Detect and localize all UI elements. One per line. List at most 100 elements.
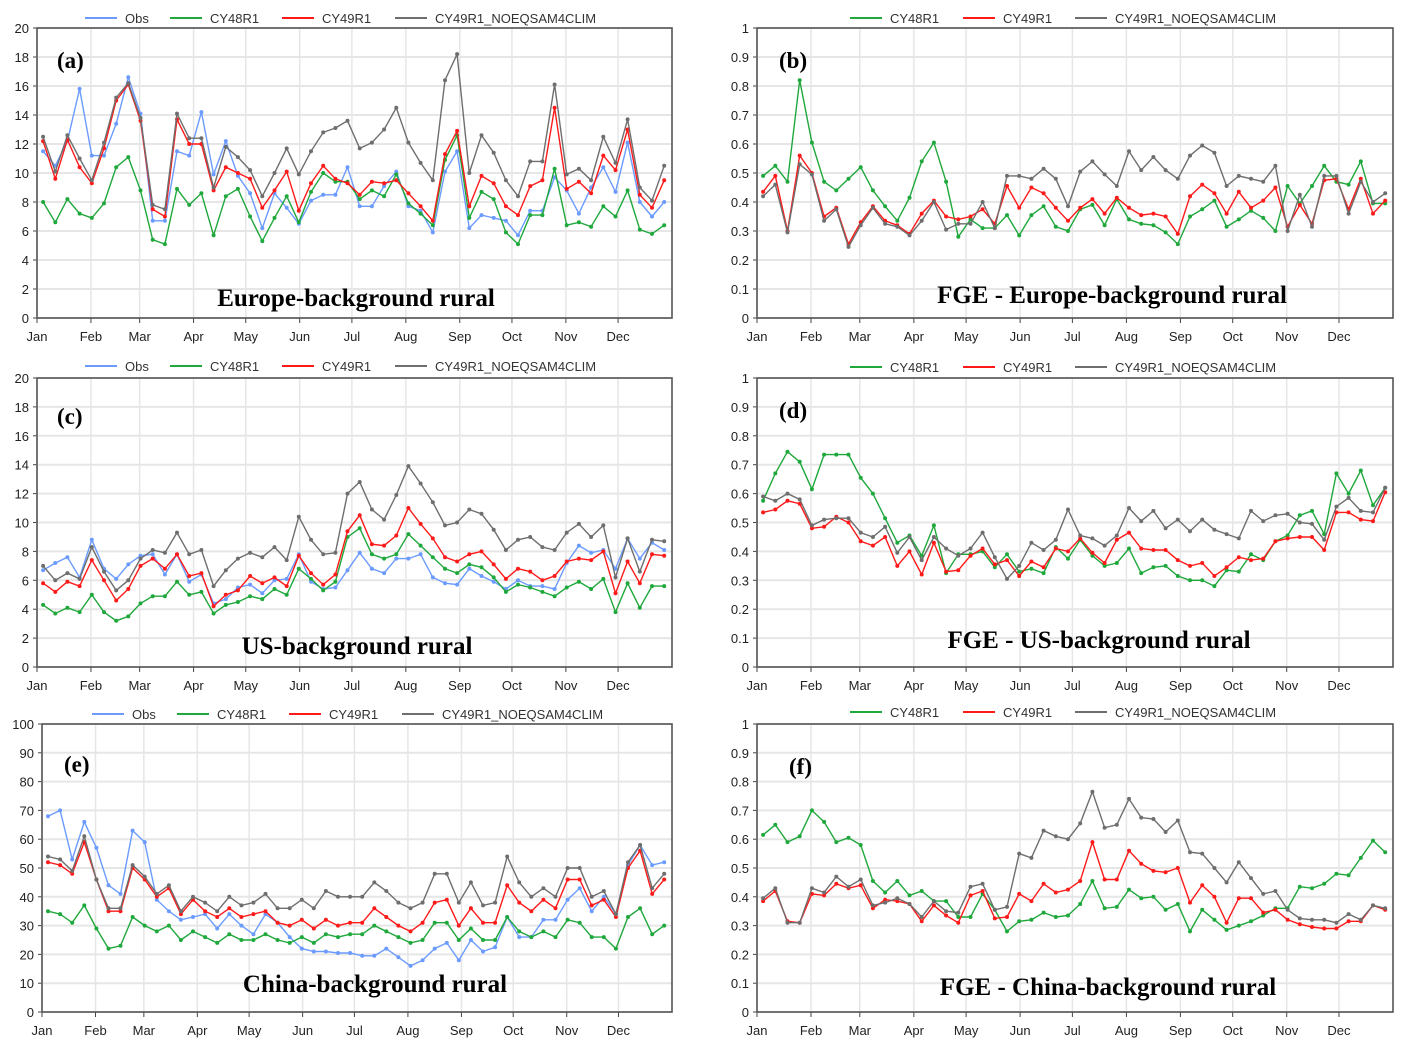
data-point (576, 211, 581, 216)
data-point (809, 808, 814, 813)
panel-title: FGE - Europe-background rural (937, 282, 1287, 309)
data-point (102, 140, 106, 145)
data-point (1114, 195, 1119, 200)
data-point (1102, 172, 1107, 177)
data-point (1310, 508, 1314, 513)
data-point (77, 610, 82, 615)
x-tick-label: Oct (1223, 678, 1244, 693)
data-point (662, 871, 667, 876)
data-point (1102, 561, 1107, 565)
x-tick-label: Jan (32, 1023, 53, 1038)
data-point (1224, 224, 1229, 229)
data-point (154, 891, 159, 896)
data-point (1261, 891, 1266, 896)
data-point (126, 155, 131, 160)
x-tick-label: Apr (183, 329, 204, 344)
data-point (944, 913, 949, 918)
data-point (956, 568, 961, 573)
data-point (430, 218, 435, 223)
data-point (65, 571, 70, 576)
data-point (773, 498, 778, 503)
data-point (443, 566, 447, 571)
y-tick-label: 1 (742, 371, 749, 386)
data-point (565, 917, 570, 922)
data-point (382, 181, 387, 186)
data-point (601, 549, 606, 554)
y-tick-label: 0.3 (731, 573, 749, 588)
data-point (345, 529, 350, 534)
data-point (203, 912, 208, 917)
legend-item: CY49R1 (963, 11, 1052, 26)
data-point (662, 553, 667, 558)
data-point (662, 877, 667, 882)
data-point (53, 611, 58, 616)
data-point (41, 149, 46, 154)
data-point (1163, 870, 1168, 875)
data-point (613, 214, 618, 219)
data-point (956, 217, 961, 222)
series-line (47, 904, 665, 950)
data-point (406, 464, 411, 469)
data-point (589, 587, 594, 591)
data-point (944, 909, 949, 914)
y-tick-label: 20 (20, 947, 34, 962)
data-point (1346, 873, 1351, 878)
data-point (870, 491, 875, 496)
data-point (650, 863, 655, 868)
data-point (761, 494, 766, 499)
data-point (785, 179, 790, 184)
series-line (762, 487, 1386, 581)
data-point (175, 149, 179, 154)
data-point (613, 168, 618, 173)
legend-label: CY49R1 (1003, 705, 1052, 720)
data-point (321, 552, 326, 557)
data-point (637, 200, 642, 204)
legend-item: CY48R1 (850, 11, 939, 26)
data-point (516, 233, 520, 238)
data-point (142, 840, 147, 845)
data-point (248, 214, 253, 219)
data-point (1249, 876, 1253, 881)
data-point (1102, 877, 1107, 882)
series-line (47, 809, 665, 967)
data-point (1261, 913, 1266, 918)
data-point (1005, 173, 1009, 178)
data-point (516, 537, 520, 542)
legend-item: CY49R1 (963, 705, 1052, 720)
data-point (455, 52, 460, 57)
data-point (46, 814, 50, 819)
data-point (1285, 229, 1290, 233)
data-point (1151, 565, 1156, 570)
data-point (102, 578, 106, 583)
data-point (576, 220, 581, 225)
data-point (1188, 578, 1192, 583)
data-point (1053, 546, 1058, 551)
data-point (1236, 896, 1241, 901)
data-point (118, 906, 123, 911)
data-point (406, 556, 411, 561)
data-point (1297, 535, 1302, 539)
legend-item: CY48R1 (850, 705, 939, 720)
data-point (576, 556, 581, 561)
data-point (577, 866, 582, 870)
data-point (70, 857, 75, 862)
data-point (260, 205, 265, 210)
data-point (260, 239, 265, 244)
data-point (919, 211, 924, 216)
data-point (1383, 198, 1388, 203)
data-point (992, 907, 997, 912)
data-point (1151, 868, 1156, 873)
data-point (883, 516, 888, 521)
data-point (89, 153, 94, 158)
data-point (284, 194, 289, 199)
data-point (396, 900, 401, 905)
data-point (53, 589, 58, 594)
data-point (333, 579, 338, 584)
data-point (1224, 920, 1229, 925)
data-point (589, 935, 594, 940)
data-point (408, 940, 413, 945)
x-tick-label: Aug (1115, 1023, 1138, 1038)
data-point (430, 536, 435, 541)
y-tick-label: 90 (20, 746, 34, 761)
data-point (162, 594, 167, 599)
